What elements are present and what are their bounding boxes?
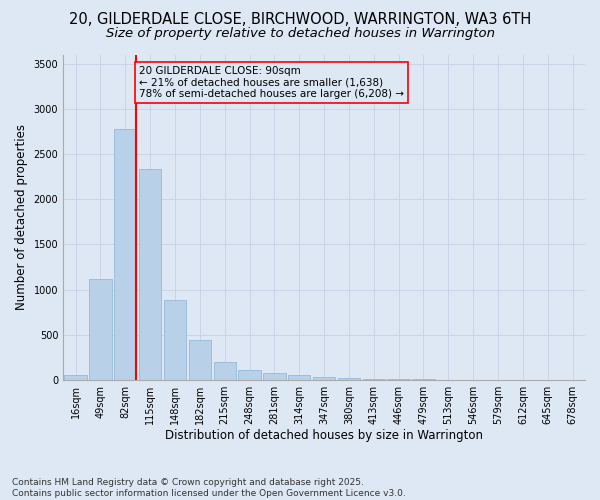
- X-axis label: Distribution of detached houses by size in Warrington: Distribution of detached houses by size …: [165, 430, 483, 442]
- Bar: [64, 375, 87, 380]
- Text: 20 GILDERDALE CLOSE: 90sqm
← 21% of detached houses are smaller (1,638)
78% of s: 20 GILDERDALE CLOSE: 90sqm ← 21% of deta…: [139, 66, 404, 99]
- Y-axis label: Number of detached properties: Number of detached properties: [15, 124, 28, 310]
- Bar: [238, 370, 261, 380]
- Text: 20, GILDERDALE CLOSE, BIRCHWOOD, WARRINGTON, WA3 6TH: 20, GILDERDALE CLOSE, BIRCHWOOD, WARRING…: [69, 12, 531, 28]
- Bar: [89, 278, 112, 380]
- Bar: [114, 129, 136, 380]
- Bar: [362, 379, 385, 380]
- Bar: [188, 340, 211, 380]
- Bar: [288, 374, 310, 380]
- Bar: [214, 362, 236, 380]
- Bar: [338, 378, 360, 380]
- Bar: [263, 373, 286, 380]
- Text: Contains HM Land Registry data © Crown copyright and database right 2025.
Contai: Contains HM Land Registry data © Crown c…: [12, 478, 406, 498]
- Text: Size of property relative to detached houses in Warrington: Size of property relative to detached ho…: [106, 28, 494, 40]
- Bar: [164, 300, 186, 380]
- Bar: [313, 376, 335, 380]
- Bar: [139, 168, 161, 380]
